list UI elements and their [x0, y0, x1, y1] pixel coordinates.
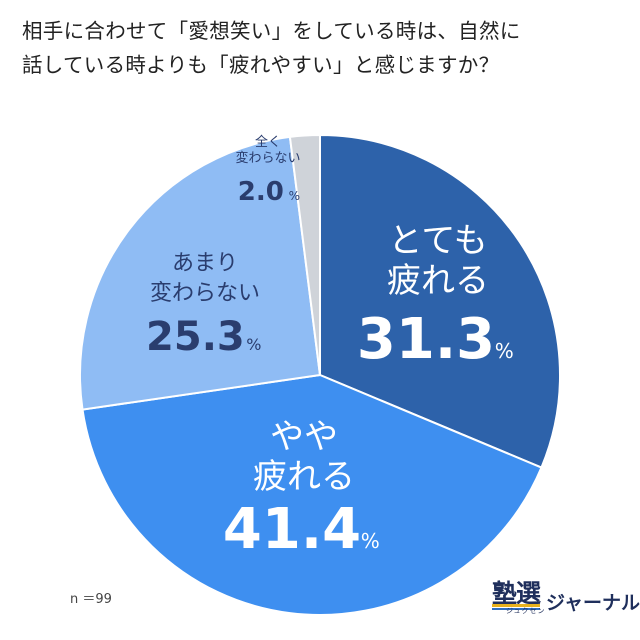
pie-slice-4	[288, 133, 321, 376]
pie-slice-2	[81, 373, 543, 616]
slice-4-value: 2.0	[238, 177, 284, 207]
slice-1-label-line-2: 疲れる	[387, 261, 489, 301]
pie-slice-1	[319, 133, 561, 469]
chart-title: 相手に合わせて「愛想笑い」をしている時は、自然に 話している時よりも「疲れやすい…	[22, 14, 622, 82]
slice-3-label-line-2: 変わらない	[150, 281, 260, 306]
slice-4-label-line-1: 全く	[255, 134, 281, 150]
slice-2-label-line-1: やや	[270, 417, 338, 457]
slice-1-label-line-1: とても	[388, 221, 487, 261]
sample-size: n ＝99	[70, 592, 112, 607]
slice-2-value: 41.4	[223, 497, 361, 562]
slice-1-unit: %	[495, 339, 514, 363]
slice-1-value: 31.3	[357, 307, 495, 372]
logo-sub-text: ジュクセン	[506, 607, 546, 615]
title-line-1: 相手に合わせて「愛想笑い」をしている時は、自然に	[22, 19, 521, 43]
slice-3-unit: %	[246, 335, 261, 354]
pie-slice-3	[79, 135, 322, 411]
slice-4-label-line-2: 変わらない	[235, 150, 300, 166]
logo-underline-icon-2	[492, 608, 540, 610]
slice-2-unit: %	[361, 529, 380, 553]
slice-4-unit: %	[289, 189, 300, 203]
logo-journal-text: ジャーナル	[546, 592, 640, 614]
logo-underline-icon	[492, 604, 540, 607]
slice-3-value: 25.3	[146, 314, 245, 360]
slice-2-label-line-2: 疲れる	[253, 457, 355, 497]
logo-main-text: 塾選	[492, 579, 541, 608]
title-line-2: 話している時よりも「疲れやすい」と感じますか？	[22, 53, 500, 77]
slice-3-label-line-1: あまり	[172, 251, 238, 276]
brand-logo: 塾選 ジュクセン ジャーナル	[492, 574, 640, 630]
